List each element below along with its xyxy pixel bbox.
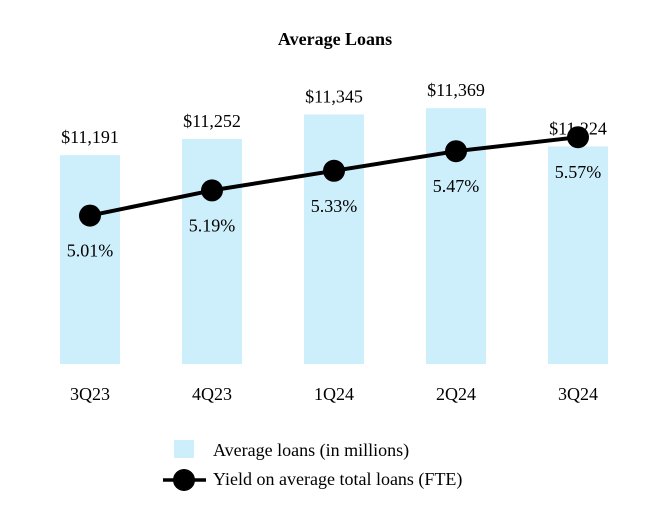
x-tick-label: 3Q24 xyxy=(558,384,598,404)
legend-line-marker xyxy=(173,469,195,491)
yield-point-1Q24 xyxy=(323,159,345,182)
line-value-labels: 5.01% 5.19% 5.33% 5.47% 5.57% xyxy=(67,162,602,260)
bar-series xyxy=(60,108,608,365)
yield-value-label: 5.01% xyxy=(67,241,114,261)
yield-point-3Q23 xyxy=(79,204,101,227)
legend-bar-swatch xyxy=(174,440,194,458)
line-series xyxy=(79,126,589,227)
yield-value-label: 5.19% xyxy=(189,215,236,235)
legend-line-label: Yield on average total loans (FTE) xyxy=(213,469,462,490)
x-axis-tick-labels: 3Q23 4Q23 1Q24 2Q24 3Q24 xyxy=(70,384,598,404)
yield-point-2Q24 xyxy=(445,140,467,163)
bar-1Q24 xyxy=(304,114,364,365)
legend-bar-label: Average loans (in millions) xyxy=(213,440,409,461)
chart-title: Average Loans xyxy=(278,29,392,49)
bar-3Q23 xyxy=(60,155,120,364)
bar-value-label: $11,252 xyxy=(183,111,241,131)
x-tick-label: 1Q24 xyxy=(314,384,354,404)
bar-value-label: $11,369 xyxy=(427,80,485,100)
bar-value-label: $11,345 xyxy=(305,87,363,107)
yield-value-label: 5.57% xyxy=(555,162,602,182)
bar-value-labels: $11,191$11,252$11,345$11,369$11,224 xyxy=(61,80,607,147)
bar-4Q23 xyxy=(182,139,242,364)
bar-3Q24 xyxy=(548,146,608,364)
yield-value-label: 5.33% xyxy=(311,196,358,216)
legend: Average loans (in millions) Yield on ave… xyxy=(163,440,462,491)
x-tick-label: 2Q24 xyxy=(436,384,476,404)
x-tick-label: 4Q23 xyxy=(192,384,232,404)
yield-point-4Q23 xyxy=(201,179,223,202)
x-tick-label: 3Q23 xyxy=(70,384,110,404)
bar-value-label: $11,191 xyxy=(61,127,119,147)
yield-value-label: 5.47% xyxy=(433,176,480,196)
yield-point-3Q24 xyxy=(567,126,589,149)
